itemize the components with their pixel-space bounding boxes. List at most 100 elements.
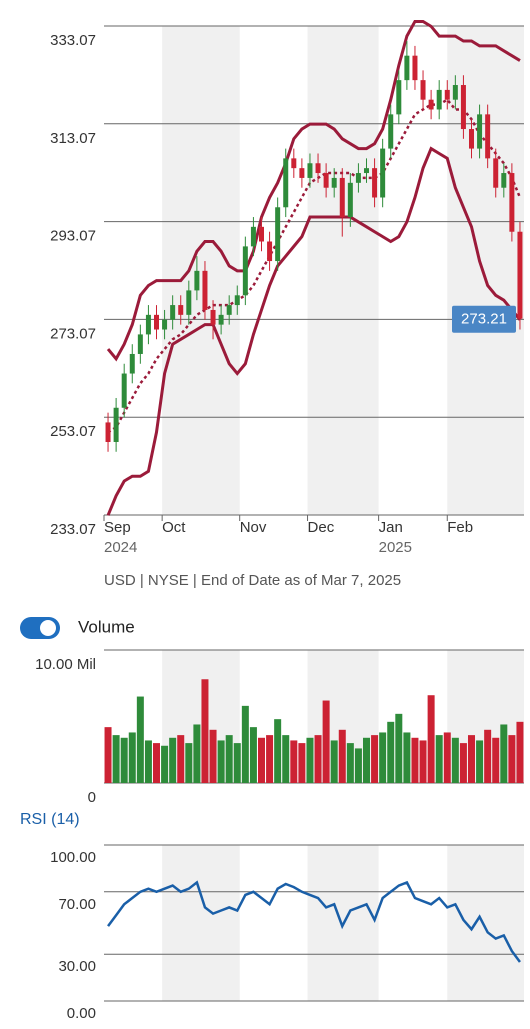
- candle-body: [275, 207, 281, 262]
- candle-body: [299, 168, 305, 178]
- candle-body: [218, 314, 224, 325]
- y-tick-label: 70.00: [58, 896, 96, 913]
- month-shade: [447, 26, 524, 515]
- volume-bar: [241, 705, 249, 783]
- volume-toggle[interactable]: [20, 617, 60, 639]
- volume-bar: [451, 737, 459, 783]
- candle-body: [121, 373, 127, 408]
- volume-bar: [403, 732, 411, 783]
- candle-body: [259, 226, 264, 242]
- candle-body: [250, 226, 256, 247]
- volume-bar: [492, 737, 500, 783]
- y-tick-label: 313.07: [50, 130, 96, 147]
- year-label: 2024: [104, 539, 137, 556]
- candle-body: [170, 305, 176, 320]
- volume-bar: [128, 732, 136, 783]
- candle-body: [364, 168, 369, 174]
- candle-body: [291, 158, 297, 169]
- candle-body: [339, 177, 345, 218]
- volume-bar: [338, 729, 346, 783]
- candle-body: [372, 168, 378, 198]
- volume-bar: [120, 737, 128, 783]
- candle-body: [501, 173, 507, 188]
- candle-body: [444, 89, 450, 100]
- volume-bar: [274, 719, 282, 783]
- volume-bar: [282, 735, 290, 783]
- toggle-knob[interactable]: [40, 620, 56, 636]
- candle-body: [307, 163, 313, 178]
- volume-bar: [500, 724, 508, 783]
- volume-bar: [144, 740, 152, 783]
- footnote: USD | NYSE | End of Date as of Mar 7, 20…: [104, 572, 401, 589]
- candle-body: [105, 422, 111, 442]
- last-price-label: 273.21: [461, 311, 507, 328]
- month-shade: [162, 845, 240, 1001]
- candle-body: [347, 182, 353, 218]
- volume-bar: [484, 729, 492, 783]
- month-shade: [162, 26, 240, 515]
- volume-bar: [419, 740, 427, 783]
- volume-bar: [354, 748, 362, 783]
- candle-body: [420, 80, 426, 100]
- candle-body: [137, 334, 143, 354]
- candle-body: [162, 319, 168, 330]
- y-tick-label: 100.00: [50, 849, 96, 866]
- candle-body: [267, 241, 273, 262]
- y-tick-label: 0.00: [67, 1005, 96, 1022]
- last-price-box: [452, 305, 516, 333]
- volume-bar: [225, 735, 233, 783]
- volume-bar: [201, 679, 209, 783]
- volume-bar: [371, 735, 379, 783]
- y-tick-label: 293.07: [50, 228, 96, 245]
- volume-bar: [379, 732, 387, 783]
- bollinger-upper: [106, 19, 521, 362]
- candle-body: [428, 99, 434, 110]
- y-tick-label: 10.00 Mil: [35, 656, 96, 673]
- year-label: 2025: [379, 539, 412, 556]
- y-tick-label: 0: [88, 789, 96, 806]
- x-tick-label: Jan: [379, 519, 403, 536]
- x-tick-label: Dec: [308, 519, 335, 536]
- candle-body: [396, 80, 402, 115]
- volume-bar: [161, 745, 169, 783]
- candle-body: [517, 231, 523, 319]
- candle-body: [323, 173, 329, 188]
- y-tick-label: 233.07: [50, 521, 96, 538]
- candle-body: [380, 148, 386, 198]
- volume-bar: [346, 743, 354, 783]
- volume-bar: [233, 743, 241, 783]
- candle-body: [194, 270, 200, 291]
- volume-bar: [322, 700, 330, 783]
- candle-body: [154, 314, 159, 330]
- y-tick-label: 333.07: [50, 32, 96, 49]
- candle-body: [460, 85, 466, 130]
- candle-body: [186, 290, 192, 315]
- volume-bar: [209, 729, 217, 783]
- volume-bar: [153, 743, 160, 783]
- candle-body: [234, 295, 240, 306]
- y-tick-label: 30.00: [58, 958, 96, 975]
- volume-bar: [468, 735, 475, 783]
- volume-bar: [104, 727, 112, 783]
- volume-bar: [443, 732, 451, 783]
- candle-body: [226, 305, 232, 315]
- candle-body: [178, 305, 184, 315]
- volume-bar: [112, 735, 120, 783]
- volume-bar: [185, 743, 193, 783]
- bollinger-middle: [107, 98, 522, 434]
- volume-bar: [516, 721, 524, 783]
- volume-bar: [314, 735, 322, 783]
- month-shade: [447, 845, 524, 1001]
- volume-bar: [193, 724, 201, 783]
- candle-body: [129, 353, 135, 374]
- candle-body: [477, 114, 483, 149]
- volume-bar: [177, 735, 185, 783]
- volume-bar: [363, 737, 370, 783]
- volume-bar: [427, 695, 435, 783]
- volume-bar: [387, 721, 395, 783]
- volume-bar: [266, 735, 274, 783]
- candle-body: [485, 114, 491, 159]
- candle-body: [242, 246, 248, 296]
- volume-bar: [395, 713, 403, 783]
